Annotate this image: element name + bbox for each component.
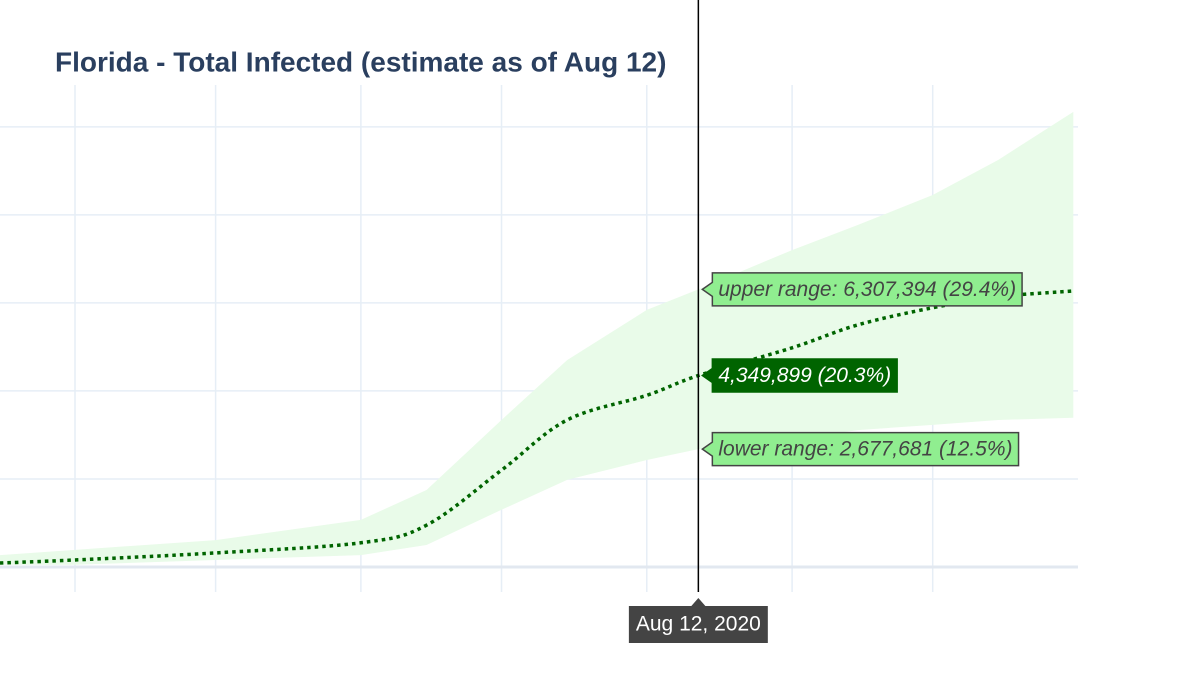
range-band: [0, 111, 1074, 565]
hover-box: [701, 272, 1023, 307]
hover-text: lower range: 2,677,681 (12.5%): [718, 438, 1012, 461]
chart-title: Florida - Total Infected (estimate as of…: [55, 46, 666, 77]
x-hover-label: Aug 12, 2020: [628, 598, 768, 643]
median-line: [0, 289, 1074, 565]
hover-box: [701, 358, 898, 393]
hover-label: 4,349,899 (20.3%): [701, 358, 898, 393]
hover-text: upper range: 6,307,394 (29.4%): [718, 278, 1016, 301]
hover-label: lower range: 2,677,681 (12.5%): [701, 431, 1020, 467]
hover-label: upper range: 6,307,394 (29.4%): [701, 272, 1023, 307]
hover-text: 4,349,899 (20.3%): [718, 364, 891, 387]
x-hover-text: Aug 12, 2020: [636, 613, 761, 636]
hover-box: [701, 431, 1020, 467]
x-hover-box: [628, 598, 768, 643]
